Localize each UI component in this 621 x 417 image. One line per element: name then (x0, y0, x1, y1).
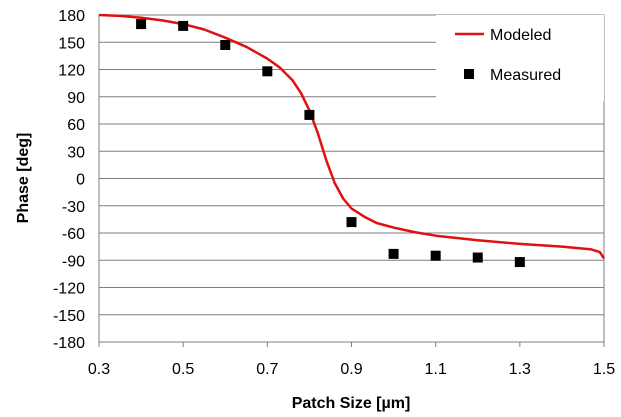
series (98, 13, 606, 268)
x-tick-label: 0.7 (256, 361, 278, 378)
y-tick-label: -90 (62, 253, 85, 270)
y-tick-label: 180 (58, 8, 85, 25)
legend-measured-swatch (464, 69, 474, 79)
measured-point (472, 252, 483, 263)
y-tick-label: 90 (67, 90, 85, 107)
measured-point (304, 109, 315, 120)
legend-measured-label: Measured (490, 67, 561, 84)
measured-point (346, 217, 357, 228)
measured-point (136, 19, 147, 30)
measured-point (178, 20, 189, 31)
measured-point (220, 39, 231, 50)
y-tick-label: 0 (76, 172, 85, 189)
legend-box (436, 15, 604, 101)
measured-point (262, 66, 273, 77)
measured-point (514, 257, 525, 268)
y-tick-label: 120 (58, 63, 85, 80)
x-axis-title: Patch Size [µm] (292, 395, 411, 412)
x-tick-label: 1.5 (593, 361, 615, 378)
measured-point (430, 250, 441, 261)
y-tick-label: 60 (67, 117, 85, 134)
x-tick-label: 0.9 (340, 361, 362, 378)
measured-point (388, 248, 399, 259)
y-tick-label: 150 (58, 35, 85, 52)
x-tick-label: 1.1 (425, 361, 447, 378)
legend: Modeled Measured (436, 15, 604, 101)
y-tick-label: -180 (53, 335, 85, 352)
legend-modeled-label: Modeled (490, 27, 551, 44)
y-tick-label: -150 (53, 308, 85, 325)
y-tick-label: 30 (67, 144, 85, 161)
y-tick-label: -120 (53, 281, 85, 298)
modeled-line (98, 13, 606, 260)
y-tick-label: -60 (62, 226, 85, 243)
y-tick-label: -30 (62, 199, 85, 216)
x-tick-label: 0.3 (88, 361, 110, 378)
x-axis-ticks: 0.3 0.5 0.7 0.9 1.1 1.3 1.5 (88, 342, 615, 378)
y-axis-ticks: 180 150 120 90 60 30 0 -30 -60 -90 -120 -150 -180 (53, 8, 85, 352)
x-tick-label: 1.3 (509, 361, 531, 378)
y-axis-title: Phase [deg] (15, 133, 32, 224)
x-tick-label: 0.5 (172, 361, 194, 378)
